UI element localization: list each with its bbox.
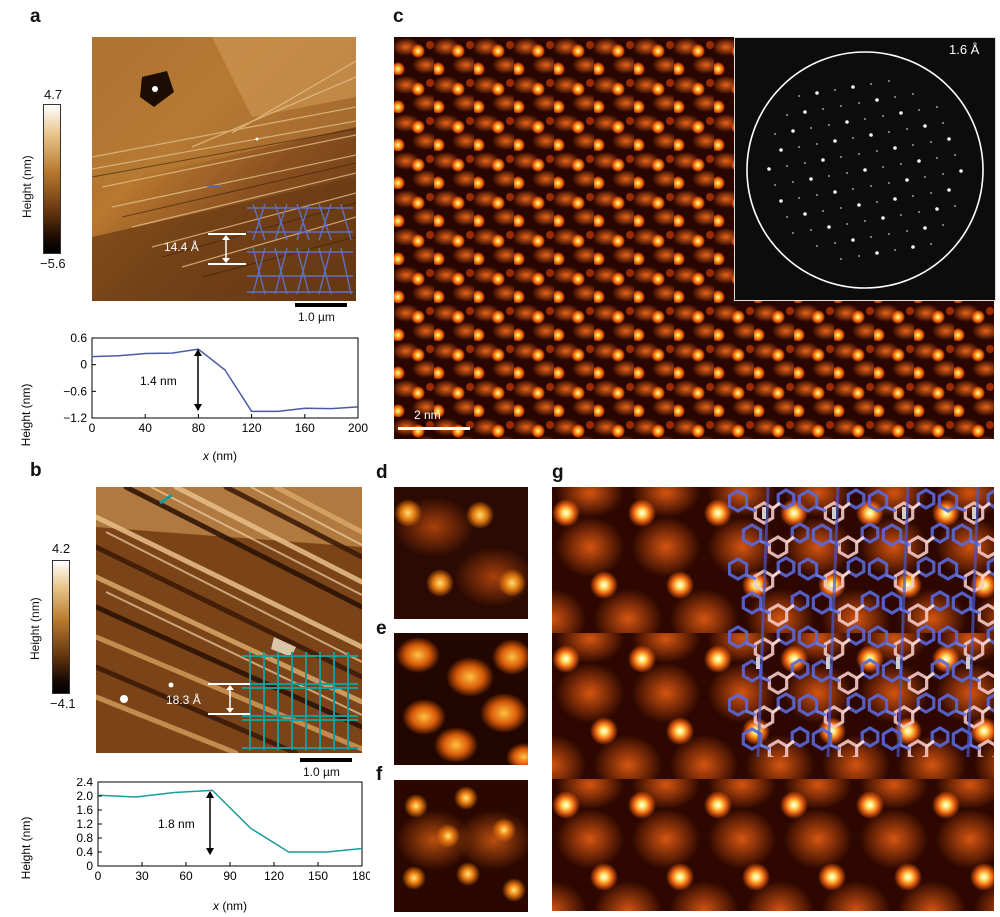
profile-line-a — [91, 348, 359, 413]
panel-label-c: c — [393, 6, 404, 27]
y-tick-label: 0 — [80, 358, 87, 372]
x-tick-label: 150 — [308, 869, 328, 883]
step-label-b: 18.3 Å — [166, 693, 201, 707]
molecular-structure-overlay-g — [728, 487, 994, 757]
fft-inset — [734, 37, 996, 301]
panel-label-g: g — [552, 462, 564, 483]
colorbar-a — [43, 104, 61, 254]
stm-image-d — [394, 487, 528, 619]
colorbar-a-max: 4.7 — [44, 87, 63, 102]
panel-label-e: e — [376, 618, 387, 639]
panel-label-b: b — [30, 460, 42, 481]
panel-label-f: f — [376, 764, 383, 785]
scalebar-b — [300, 758, 352, 762]
profile-line-b — [97, 789, 363, 853]
x-tick-label: 200 — [348, 421, 368, 435]
fft-resolution-label: 1.6 Å — [949, 42, 980, 57]
x-tick-label: 0 — [95, 869, 102, 883]
profile-annotation-b: 1.8 nm — [158, 817, 195, 831]
scalebar-c-label: 2 nm — [414, 408, 441, 422]
y-tick-label: 0 — [86, 859, 93, 873]
step-label-a: 14.4 Å — [164, 240, 199, 254]
molecular-lattice-overlay-a — [247, 203, 353, 295]
panel-label-d: d — [376, 462, 388, 483]
x-tick-label: 60 — [179, 869, 193, 883]
stm-image-e — [394, 633, 528, 765]
colorbar-b-max: 4.2 — [52, 541, 71, 556]
colorbar-b-min: −4.1 — [50, 696, 76, 711]
scalebar-a-label: 1.0 µm — [298, 310, 335, 324]
afm-image-b — [96, 487, 362, 753]
step-height-marker-a — [208, 233, 246, 265]
colorbar-b — [52, 560, 70, 694]
scalebar-a — [295, 303, 347, 307]
step-height-marker-b — [208, 683, 250, 715]
colorbar-b-label: Height (nm) — [28, 597, 42, 660]
y-tick-label: 1.2 — [76, 817, 93, 831]
molecular-lattice-overlay-b — [242, 652, 358, 750]
profile-a-xlabel: x (nm) — [202, 449, 237, 463]
x-tick-label: 80 — [192, 421, 206, 435]
colorbar-a-label: Height (nm) — [20, 155, 34, 218]
x-tick-label: 0 — [89, 421, 96, 435]
stm-image-f — [394, 780, 528, 912]
y-tick-label: 0.6 — [70, 331, 87, 345]
y-tick-label: 2.0 — [76, 789, 93, 803]
profile-annotation-a: 1.4 nm — [140, 374, 177, 388]
y-tick-label: 2.4 — [76, 778, 93, 789]
x-tick-label: 40 — [139, 421, 153, 435]
scalebar-c — [398, 427, 470, 430]
y-tick-label: −1.2 — [63, 411, 87, 425]
x-tick-label: 30 — [135, 869, 149, 883]
x-tick-label: 180 — [352, 869, 370, 883]
panel-label-a: a — [30, 6, 41, 27]
scalebar-b-label: 1.0 µm — [303, 765, 340, 779]
x-tick-label: 120 — [264, 869, 284, 883]
x-tick-label: 90 — [223, 869, 237, 883]
profile-b-ylabel: Height (nm) — [20, 817, 33, 880]
x-tick-label: 160 — [295, 421, 315, 435]
y-tick-label: −0.6 — [63, 384, 87, 398]
y-tick-label: 0.8 — [76, 831, 93, 845]
colorbar-a-min: −5.6 — [40, 256, 66, 271]
height-profile-b: 0 30 60 90 120 150 180 2.42.01.61.20.80.40 1.8 … — [20, 778, 370, 913]
x-tick-label: 120 — [242, 421, 262, 435]
profile-b-xlabel: x (nm) — [212, 899, 247, 913]
y-tick-label: 0.4 — [76, 845, 93, 859]
height-profile-a: 0 40 80 120 160 200 0.6 0 −0.6 −1.2 1.4 nm Height… — [20, 331, 368, 463]
y-tick-label: 1.6 — [76, 803, 93, 817]
profile-a-ylabel: Height (nm) — [20, 384, 33, 447]
